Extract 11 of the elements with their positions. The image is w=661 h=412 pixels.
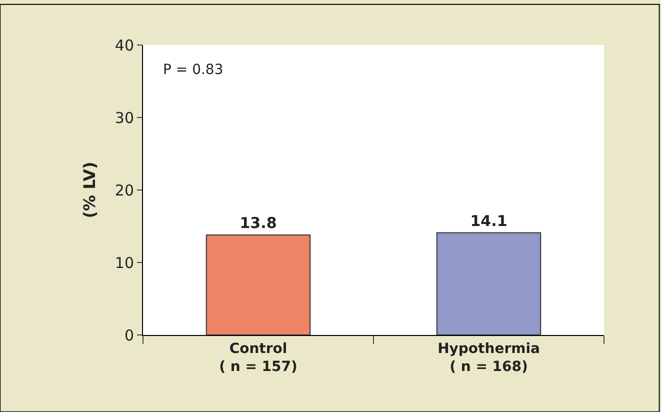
x-tick-label: Control ( n = 157) [219, 340, 298, 375]
y-tick-label: 20 [114, 181, 134, 200]
annotation: P = 0.83 [163, 62, 224, 78]
y-tick-label: 10 [114, 254, 134, 272]
y-tick-label: 40 [114, 36, 134, 54]
x-tick-label: Hypothermia ( n = 168) [438, 340, 540, 375]
data-label: 14.1 [470, 212, 508, 230]
y-tick-label: 0 [124, 326, 134, 344]
y-tick-label: 30 [114, 108, 134, 127]
y-axis-title: (% LV) [80, 162, 99, 218]
data-label: 13.8 [240, 214, 277, 232]
